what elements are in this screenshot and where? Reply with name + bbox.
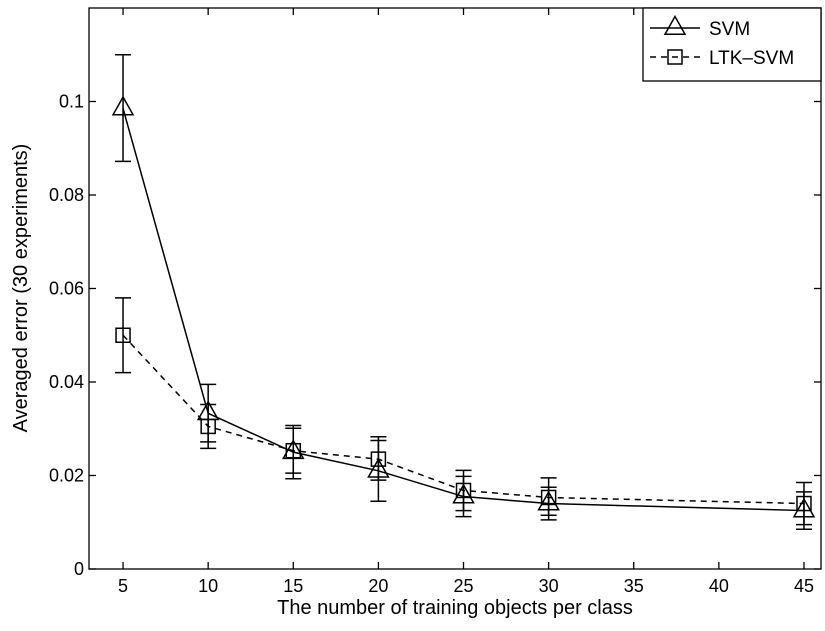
x-tick-label: 20	[368, 576, 388, 596]
y-tick-label: 0	[74, 559, 84, 579]
x-tick-label: 5	[118, 576, 128, 596]
y-tick-label: 0.08	[49, 185, 84, 205]
x-tick-label: 25	[453, 576, 473, 596]
y-tick-label: 0.02	[49, 466, 84, 486]
x-tick-label: 40	[709, 576, 729, 596]
x-axis-label: The number of training objects per class	[277, 597, 633, 619]
x-tick-label: 35	[624, 576, 644, 596]
square-marker	[285, 442, 302, 459]
square-marker	[115, 327, 131, 343]
legend-label: LTK–SVM	[709, 48, 794, 69]
y-tick-label: 0.1	[59, 92, 84, 112]
plot-area	[88, 7, 822, 570]
x-tick-label: 45	[794, 576, 814, 596]
square-marker	[370, 451, 387, 467]
y-axis-ticks: 0 0.02 0.04 0.06 0.08 0.1	[49, 92, 821, 579]
square-marker	[200, 418, 216, 435]
triangle-marker	[111, 95, 135, 116]
y-tick-label: 0.06	[49, 279, 84, 299]
series-layer	[111, 54, 816, 531]
x-tick-label: 10	[198, 576, 218, 596]
x-axis-ticks: 5 10 15 20 25 30 35 40 45	[118, 8, 814, 596]
legend-triangle-marker	[663, 14, 687, 35]
y-tick-label: 0.04	[49, 372, 84, 392]
series-ltk-svm	[115, 297, 812, 526]
square-marker	[455, 482, 472, 499]
legend-square-marker	[667, 49, 683, 65]
square-marker	[796, 495, 812, 512]
y-axis-label: Averaged error (30 experiments)	[10, 144, 32, 433]
legend: SVM LTK–SVM	[642, 7, 822, 82]
x-tick-label: 30	[539, 576, 559, 596]
square-marker	[540, 489, 557, 506]
x-tick-label: 15	[283, 576, 303, 596]
legend-label: SVM	[709, 19, 750, 40]
